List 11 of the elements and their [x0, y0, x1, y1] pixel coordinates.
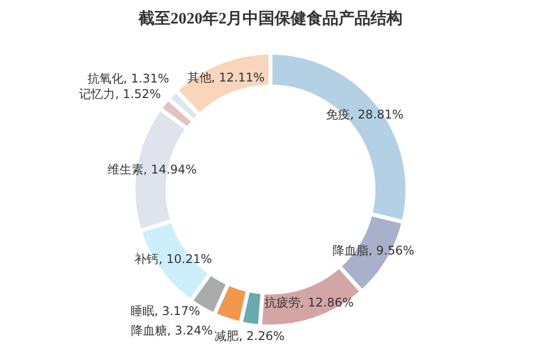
slice-label: 维生素, 14.94%: [107, 162, 197, 176]
slice-label: 记忆力, 1.52%: [79, 87, 161, 102]
slice-label: 抗氧化, 1.31%: [87, 72, 170, 86]
slice-label: 其他, 12.11%: [187, 70, 265, 84]
slice-label: 降血脂, 9.56%: [332, 243, 414, 258]
slice-label: 免疫, 28.81%: [326, 108, 404, 122]
slice-label: 补钙, 10.21%: [134, 252, 212, 266]
slice-label: 减肥, 2.26%: [214, 329, 284, 344]
chart-title: 截至2020年2月中国保健食品产品结构: [138, 10, 402, 28]
slice-label: 睡眠, 3.17%: [130, 304, 200, 318]
slice-label: 降血糖, 3.24%: [131, 324, 213, 338]
